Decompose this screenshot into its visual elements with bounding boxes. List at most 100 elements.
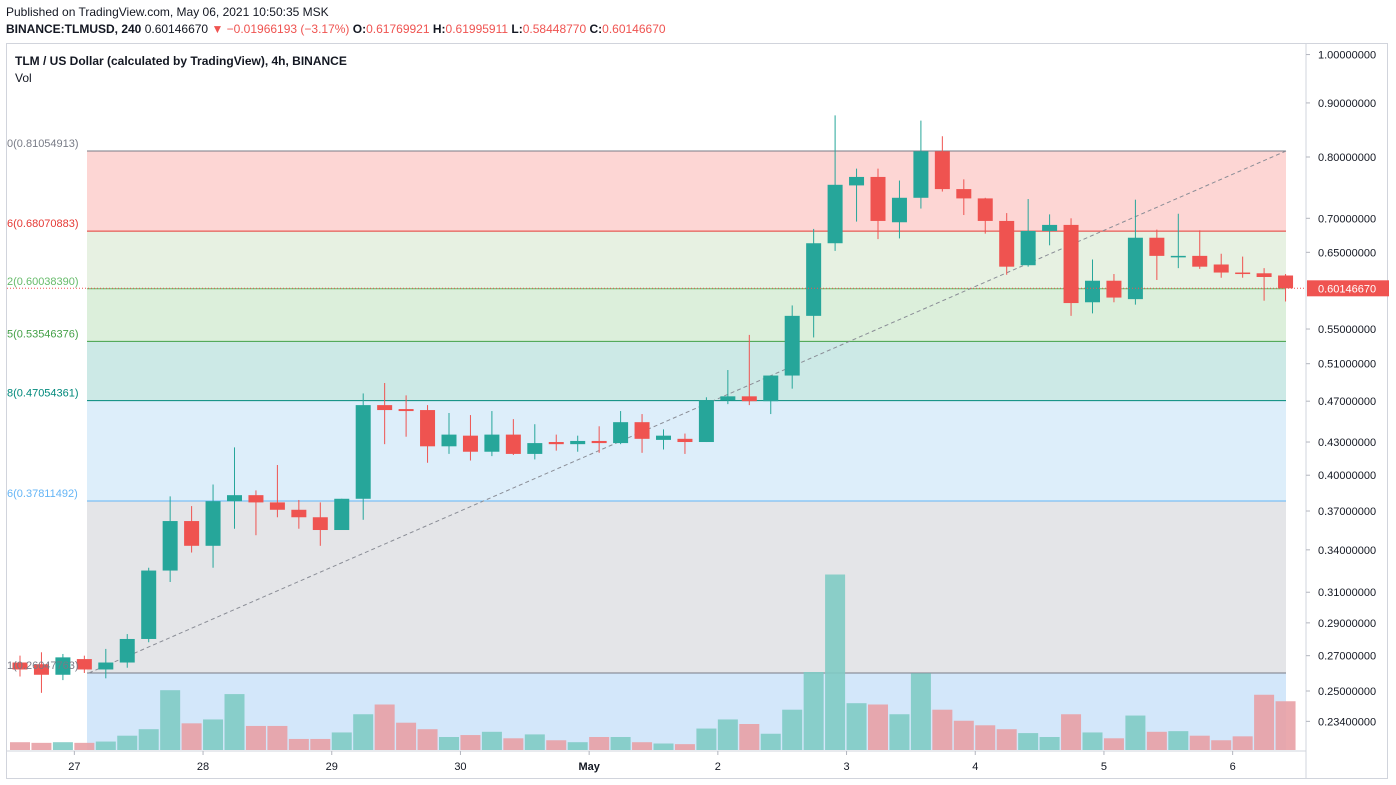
- volume-bar: [503, 738, 524, 750]
- published-text: Published on TradingView.com, May 06, 20…: [6, 5, 329, 19]
- last-price: 0.60146670: [144, 22, 209, 36]
- fib-zone: [87, 341, 1286, 401]
- candle-body: [570, 440, 586, 445]
- candle: [763, 375, 779, 415]
- candle-body: [441, 434, 457, 447]
- price-tick-label: 0.29000000: [1318, 618, 1376, 630]
- candle: [1192, 230, 1208, 269]
- candle: [312, 502, 328, 546]
- volume-bar: [1275, 701, 1296, 750]
- close-value: 0.60146670: [602, 22, 666, 36]
- candle-body: [162, 521, 178, 571]
- volume-bar: [138, 729, 159, 750]
- candle: [999, 213, 1015, 275]
- candle-body: [1170, 255, 1186, 258]
- candle: [570, 435, 586, 452]
- candle: [12, 655, 28, 677]
- price-tick-label: 0.37000000: [1318, 506, 1376, 518]
- candle: [913, 120, 929, 209]
- candle-body: [398, 409, 414, 412]
- volume-bar: [52, 742, 73, 750]
- volume-bar: [717, 719, 738, 750]
- volume-bar: [1189, 735, 1210, 750]
- fib-zone: [87, 150, 1286, 232]
- candle: [269, 465, 285, 518]
- time-tick-label: 2: [715, 761, 721, 773]
- price-change: ▼ −0.01966193 (−3.17%): [211, 22, 350, 36]
- candle: [677, 433, 693, 454]
- volume-bar: [10, 742, 30, 750]
- time-tick-label: 6: [1230, 761, 1236, 773]
- fib-level-label: 2(0.60038390): [7, 276, 79, 288]
- candle: [441, 413, 457, 454]
- volume-bar: [910, 673, 931, 750]
- price-tick-label: 0.70000000: [1318, 213, 1376, 225]
- price-tick-label: 0.43000000: [1318, 437, 1376, 449]
- candle-body: [291, 509, 307, 518]
- volume-bar: [1254, 694, 1275, 750]
- price-tick-label: 0.55000000: [1318, 324, 1376, 336]
- candle-body: [205, 501, 221, 546]
- candle: [1213, 253, 1229, 278]
- candle: [398, 395, 414, 437]
- candle-body: [1213, 264, 1229, 273]
- candle: [656, 429, 671, 450]
- candle-body: [827, 184, 843, 244]
- candle-body: [184, 521, 200, 546]
- legend-volume: Vol: [15, 71, 32, 85]
- candle-body: [656, 435, 671, 440]
- price-tick-label: 0.51000000: [1318, 359, 1376, 371]
- high-value: 0.61995911: [445, 22, 509, 36]
- time-tick-label: 4: [972, 761, 978, 773]
- volume-bar: [1103, 738, 1124, 750]
- symbol-text: BINANCE:TLMUSD, 240: [6, 22, 142, 36]
- volume-bar: [288, 738, 309, 750]
- price-tick-label: 0.34000000: [1318, 545, 1376, 557]
- volume-bar: [739, 724, 760, 750]
- candle-body: [76, 659, 92, 670]
- candles[interactable]: [7, 115, 1306, 693]
- price-axis[interactable]: 1.00000000 0.90000000 0.80000000 0.70000000…: [1306, 50, 1389, 729]
- candle: [505, 419, 521, 456]
- fib-retracement[interactable]: [87, 150, 1286, 750]
- fib-trend-line[interactable]: [88, 150, 1287, 674]
- candle-body: [1149, 237, 1165, 256]
- fib-zone: [87, 231, 1286, 289]
- volume-bar: [374, 704, 395, 750]
- volume-bar: [74, 742, 95, 750]
- last-price-tag: [1307, 280, 1389, 297]
- time-axis[interactable]: 27 28 29 30 May 2 3 4 5 6: [68, 751, 1236, 773]
- low-label: L:: [511, 22, 523, 36]
- candle-body: [312, 517, 328, 531]
- volume-bar: [181, 723, 202, 750]
- price-tick-label: 0.25000000: [1318, 686, 1376, 698]
- candle-body: [934, 151, 950, 190]
- volume-bar: [160, 690, 181, 750]
- candle-body: [870, 176, 886, 221]
- candle: [1149, 229, 1165, 280]
- candle: [33, 652, 49, 693]
- fib-level-label: 1(0.26047763): [7, 660, 79, 672]
- volume-bar: [674, 744, 695, 750]
- candle-body: [462, 435, 478, 452]
- candle-body: [1106, 280, 1122, 298]
- volume-bar: [1125, 715, 1146, 750]
- volume-bar: [868, 704, 888, 750]
- volume-bar: [267, 725, 288, 750]
- fib-zone: [87, 400, 1286, 502]
- candle: [591, 426, 607, 453]
- candle: [334, 498, 350, 531]
- fib-level-label: 0(0.81054913): [7, 138, 79, 150]
- candle-body: [119, 638, 135, 663]
- time-tick-label: 5: [1101, 761, 1107, 773]
- price-tick-label: 0.65000000: [1318, 247, 1376, 259]
- price-tick-label: 0.23400000: [1318, 716, 1376, 728]
- price-tick-label: 0.80000000: [1318, 152, 1376, 164]
- candle: [291, 499, 307, 529]
- volume-bar: [224, 694, 245, 750]
- price-tick-label: 0.47000000: [1318, 396, 1376, 408]
- price-tick-label: 0.40000000: [1318, 470, 1376, 482]
- candle-body: [377, 405, 393, 411]
- price-tick-label: 1.00000000: [1318, 50, 1376, 62]
